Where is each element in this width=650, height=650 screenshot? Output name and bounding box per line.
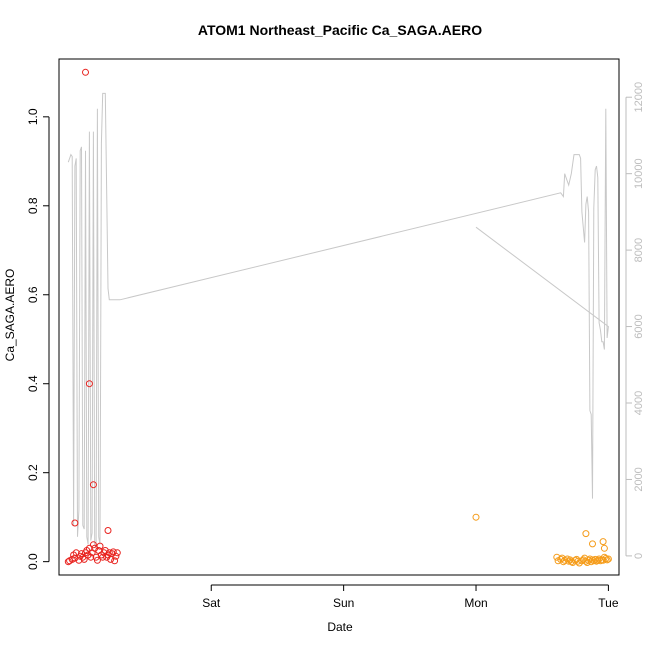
data-point — [64, 558, 72, 566]
y-axis-label: Ca_SAGA.AERO — [3, 269, 17, 362]
y-axis-right: 0 2000 4000 6000 8000 10000 12000 — [625, 82, 645, 559]
data-point — [589, 556, 596, 564]
altitude-line — [67, 92, 609, 549]
x-tick-label: Sat — [202, 596, 221, 610]
data-point — [602, 555, 610, 562]
data-point — [82, 68, 89, 76]
y2-tick-label: 0 — [633, 553, 645, 559]
y2-tick-label: 6000 — [633, 314, 645, 338]
y2-tick-label: 2000 — [633, 467, 645, 491]
x-axis: Sat Sun Mon Tue — [202, 584, 619, 610]
x-tick-label: Mon — [464, 596, 487, 610]
data-point — [85, 380, 93, 388]
data-point — [72, 549, 80, 557]
y-axis-left: 0.0 0.2 0.4 0.6 0.8 1.0 — [26, 108, 50, 570]
chart-title: ATOM1 Northeast_Pacific Ca_SAGA.AERO — [198, 22, 482, 38]
plot-border — [58, 58, 620, 576]
data-point — [604, 555, 612, 563]
data-point — [582, 530, 590, 538]
data-point — [96, 542, 104, 550]
data-point — [472, 513, 480, 521]
data-point — [87, 553, 95, 561]
y2-tick-label: 8000 — [633, 238, 645, 262]
data-point — [599, 538, 607, 546]
y2-tick-label: 12000 — [633, 82, 645, 113]
altitude-line-group — [67, 92, 609, 549]
data-point — [600, 544, 608, 552]
data-point — [565, 557, 573, 565]
data-point — [553, 553, 561, 561]
data-point — [589, 540, 596, 548]
y-tick-label: 0.6 — [26, 286, 40, 303]
data-point — [594, 556, 602, 564]
x-tick-label: Sun — [333, 596, 354, 610]
y2-tick-label: 4000 — [633, 391, 645, 415]
y2-tick-label: 10000 — [633, 158, 645, 189]
data-point — [89, 541, 97, 549]
data-point — [78, 550, 85, 558]
y-tick-label: 0.4 — [26, 375, 40, 392]
data-point — [111, 557, 119, 565]
data-point — [80, 555, 88, 563]
y-tick-label: 1.0 — [26, 108, 40, 125]
data-point — [93, 556, 101, 564]
data-point — [113, 549, 121, 557]
y-tick-label: 0.2 — [26, 464, 40, 481]
data-point — [104, 527, 112, 534]
x-tick-label: Tue — [598, 596, 619, 610]
y-tick-label: 0.8 — [26, 197, 40, 214]
plot-frame — [58, 58, 620, 576]
data-point — [89, 481, 97, 489]
y-tick-label: 0.0 — [26, 553, 40, 570]
data-point — [71, 519, 79, 527]
x-axis-label: Date — [327, 620, 353, 634]
data-points-group — [64, 68, 612, 567]
data-point — [603, 556, 611, 564]
data-point — [112, 552, 120, 560]
